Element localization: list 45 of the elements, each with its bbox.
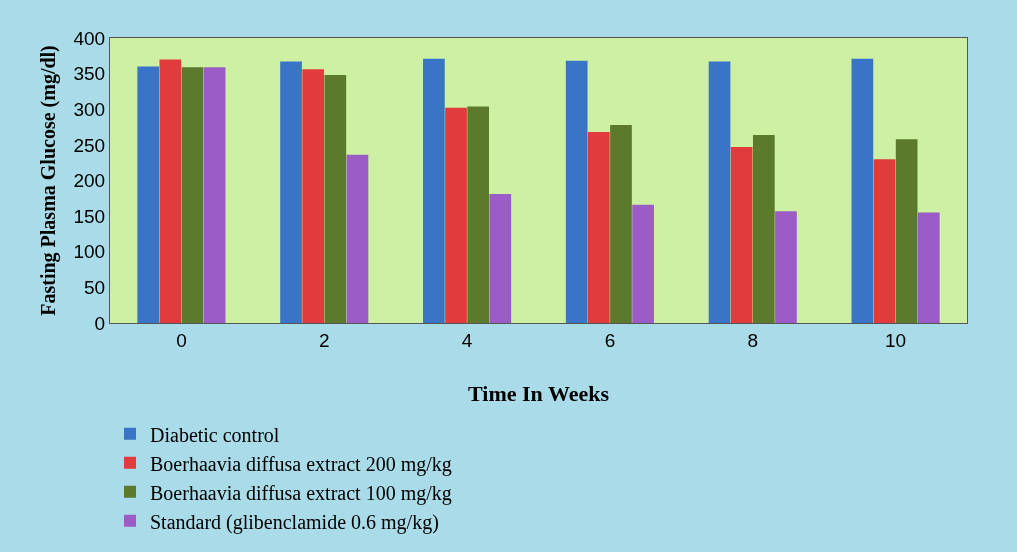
- bar: [489, 194, 512, 323]
- bar: [137, 66, 160, 323]
- x-tick-label: 8: [747, 329, 759, 351]
- bar: [423, 58, 445, 323]
- bar: [280, 61, 302, 323]
- bar: [181, 67, 204, 323]
- y-tick-label: 50: [84, 277, 106, 299]
- legend-label: Diabetic control: [150, 423, 280, 446]
- x-tick-label: 10: [885, 329, 907, 351]
- x-tick-label: 2: [318, 329, 330, 351]
- x-axis-title: Time In Weeks: [468, 380, 610, 406]
- bar: [610, 124, 632, 323]
- bar: [445, 107, 467, 323]
- bar: [851, 58, 874, 323]
- bar: [873, 159, 896, 323]
- bar: [708, 61, 731, 323]
- y-tick-label: 0: [94, 312, 106, 334]
- legend-label: Boerhaavia diffusa extract 100 mg/kg: [150, 481, 452, 505]
- bar: [730, 147, 753, 323]
- y-tick-label: 400: [73, 27, 106, 49]
- y-tick-label: 250: [73, 134, 106, 156]
- legend-label: Boerhaavia diffusa extract 200 mg/kg: [150, 452, 452, 476]
- y-axis-title: Fasting Plasma Glucose (mg/dl): [37, 45, 60, 316]
- bar: [203, 67, 226, 323]
- x-tick-label: 6: [604, 329, 616, 351]
- x-tick-label: 0: [176, 329, 187, 351]
- y-tick-label: 100: [73, 241, 106, 263]
- bar: [324, 75, 347, 323]
- x-tick-label: 4: [461, 329, 473, 351]
- bar: [588, 132, 610, 323]
- y-tick-label: 350: [73, 63, 106, 85]
- bar: [565, 60, 588, 323]
- bar: [302, 69, 325, 323]
- y-tick-label: 200: [73, 170, 106, 192]
- bar: [346, 154, 369, 323]
- bar: [752, 134, 775, 323]
- legend-label: Standard (glibenclamide 0.6 mg/kg): [150, 510, 439, 534]
- y-tick-label: 300: [73, 98, 106, 120]
- bar: [895, 139, 918, 323]
- y-tick-label: 150: [73, 205, 106, 227]
- bar: [467, 106, 489, 323]
- bar: [775, 211, 797, 323]
- bar: [632, 204, 654, 323]
- bar: [917, 212, 940, 323]
- bar: [159, 59, 182, 323]
